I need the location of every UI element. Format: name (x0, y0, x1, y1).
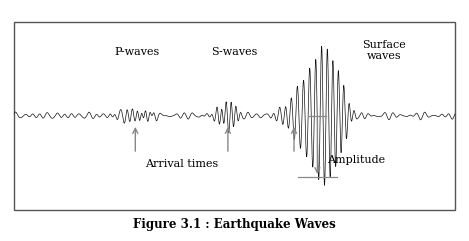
Text: Amplitude: Amplitude (327, 154, 385, 165)
Text: S-waves: S-waves (212, 47, 257, 56)
Text: P-waves: P-waves (115, 47, 160, 56)
Text: Figure 3.1 : Earthquake Waves: Figure 3.1 : Earthquake Waves (133, 218, 336, 231)
Text: Arrival times: Arrival times (145, 159, 218, 169)
Text: Surface
waves: Surface waves (363, 40, 406, 61)
